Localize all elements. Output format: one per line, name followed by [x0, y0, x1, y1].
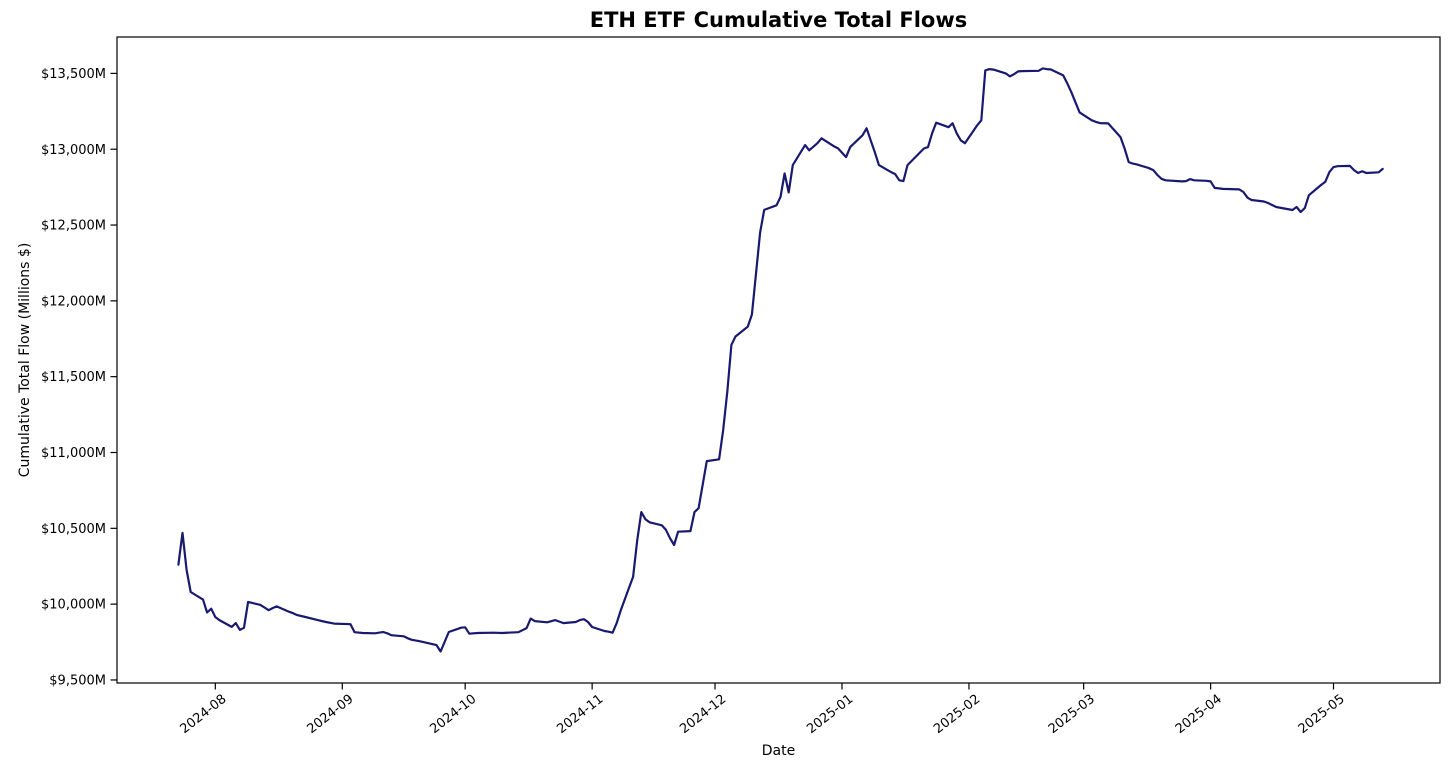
y-tick-label: $9,500M [49, 674, 106, 689]
x-tick-label: 2025-05 [1296, 692, 1348, 737]
x-tick-label: 2025-04 [1173, 692, 1225, 737]
x-tick-label: 2025-03 [1046, 692, 1098, 737]
y-tick-label: $11,500M [41, 370, 106, 385]
y-tick-label: $12,500M [41, 219, 106, 234]
x-tick-label: 2024-08 [177, 692, 229, 737]
x-tick-label: 2024-09 [304, 692, 356, 737]
x-axis: 2024-08 2024-09 2024-10 2024-11 2024-12 2025-… [177, 683, 1348, 737]
flow-line [177, 67, 1384, 653]
y-tick-label: $12,000M [41, 294, 106, 309]
x-tick-label: 2024-12 [677, 692, 729, 737]
y-tick-label: $10,000M [41, 598, 106, 613]
y-tick-label: $13,000M [41, 143, 106, 158]
x-tick-label: 2024-11 [554, 692, 606, 737]
x-tick-label: 2025-02 [931, 692, 983, 737]
y-axis: $9,500M $10,000M $10,500M $11,000M $11,500M $… [41, 67, 117, 689]
y-tick-label: $13,500M [41, 67, 106, 82]
x-tick-label: 2024-10 [427, 692, 479, 737]
plot-border [116, 36, 1441, 684]
x-axis-label: Date [761, 743, 796, 759]
y-tick-label: $10,500M [41, 522, 106, 537]
x-tick-label: 2025-01 [804, 692, 856, 737]
chart-title: ETH ETF Cumulative Total Flows [589, 8, 968, 32]
y-tick-label: $11,000M [41, 446, 106, 461]
